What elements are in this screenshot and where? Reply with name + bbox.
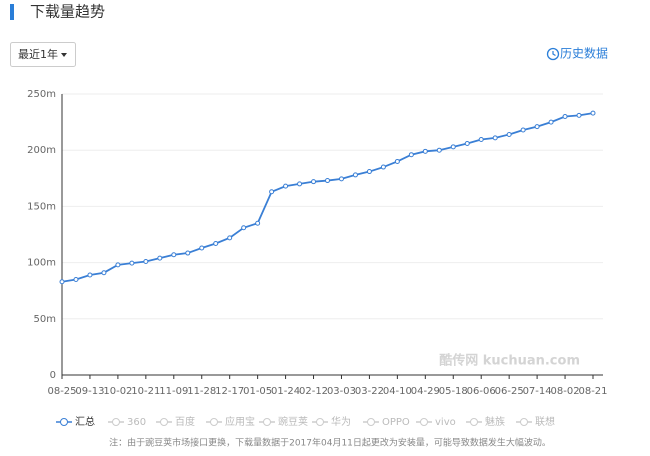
point bbox=[520, 127, 526, 133]
point bbox=[129, 260, 135, 266]
x-tick-label: 11-28 bbox=[187, 386, 216, 397]
x-tick-label: 07-14 bbox=[523, 386, 552, 397]
point bbox=[548, 119, 554, 125]
x-tick-label: 01-05 bbox=[243, 386, 272, 397]
point bbox=[59, 279, 65, 285]
point bbox=[352, 172, 358, 178]
x-tick-label: 08-21 bbox=[578, 386, 607, 397]
point bbox=[87, 272, 93, 278]
point bbox=[115, 262, 121, 268]
history-icon[interactable] bbox=[546, 47, 560, 61]
x-tick-label: 01-24 bbox=[271, 386, 300, 397]
point bbox=[297, 181, 303, 187]
point bbox=[464, 140, 470, 146]
x-tick-label: 08-25 bbox=[47, 386, 76, 397]
point bbox=[185, 250, 191, 256]
history-icon-hand bbox=[552, 51, 556, 57]
x-tick-label: 08-02 bbox=[551, 386, 580, 397]
x-tick-label: 06-06 bbox=[467, 386, 496, 397]
point bbox=[366, 169, 372, 175]
point bbox=[576, 112, 582, 118]
history-link[interactable]: 历史数据 bbox=[560, 46, 608, 61]
x-tick-label: 03-03 bbox=[327, 386, 356, 397]
point bbox=[255, 220, 261, 226]
y-tick-label: 200m bbox=[27, 145, 56, 156]
point bbox=[213, 240, 219, 246]
legend-label[interactable]: OPPO bbox=[382, 417, 410, 428]
watermark: 酷传网 kuchuan.com bbox=[439, 353, 580, 369]
point bbox=[506, 131, 512, 137]
point bbox=[562, 113, 568, 119]
point bbox=[436, 147, 442, 153]
point bbox=[590, 110, 596, 116]
x-tick-label: 09-13 bbox=[75, 386, 104, 397]
point bbox=[311, 179, 317, 185]
title-accent bbox=[10, 4, 14, 20]
legend-marker[interactable] bbox=[112, 418, 120, 426]
y-tick-label: 0 bbox=[50, 370, 56, 381]
point bbox=[534, 124, 540, 130]
point bbox=[227, 235, 233, 241]
x-tick-label: 03-22 bbox=[355, 386, 384, 397]
point bbox=[157, 255, 163, 261]
x-tick-label: 02-12 bbox=[299, 386, 328, 397]
point bbox=[73, 276, 79, 282]
legend-label[interactable]: 应用宝 bbox=[225, 415, 255, 428]
y-tick-label: 150m bbox=[27, 201, 56, 212]
legend-label[interactable]: 联想 bbox=[535, 415, 555, 428]
point bbox=[325, 178, 330, 184]
legend-marker[interactable] bbox=[60, 418, 68, 426]
legend-marker[interactable] bbox=[367, 418, 375, 426]
x-tick-label: 11-09 bbox=[159, 386, 188, 397]
series-line bbox=[61, 112, 594, 283]
point bbox=[101, 270, 107, 276]
legend-marker[interactable] bbox=[263, 418, 271, 426]
point bbox=[338, 176, 344, 182]
point bbox=[143, 258, 149, 264]
legend-label[interactable]: 360 bbox=[127, 417, 146, 428]
point bbox=[408, 152, 414, 158]
legend-marker[interactable] bbox=[520, 418, 528, 426]
legend-label[interactable]: 百度 bbox=[175, 415, 195, 428]
legend-label[interactable]: 汇总 bbox=[75, 415, 95, 428]
point bbox=[269, 189, 275, 195]
note: 注：由于豌豆荚市场接口更换，下载量数据于2017年04月11日起更改为安装量，可… bbox=[109, 437, 551, 449]
x-tick-label: 05-18 bbox=[439, 386, 468, 397]
x-tick-label: 10-02 bbox=[103, 386, 132, 397]
point bbox=[241, 225, 247, 231]
point bbox=[478, 137, 484, 143]
x-tick-label: 06-25 bbox=[495, 386, 524, 397]
range-select[interactable] bbox=[10, 42, 76, 67]
page-title: 下载量趋势 bbox=[30, 3, 105, 21]
legend-marker[interactable] bbox=[470, 418, 478, 426]
point bbox=[450, 144, 456, 150]
legend-marker[interactable] bbox=[160, 418, 168, 426]
legend-label[interactable]: vivo bbox=[435, 417, 456, 428]
x-tick-label: 04-10 bbox=[383, 386, 412, 397]
legend-marker[interactable] bbox=[420, 418, 428, 426]
x-tick-label: 04-29 bbox=[411, 386, 440, 397]
point bbox=[380, 164, 386, 170]
y-tick-label: 250m bbox=[27, 89, 56, 100]
legend-marker[interactable] bbox=[316, 418, 324, 426]
point bbox=[422, 148, 428, 154]
x-tick-label: 12-17 bbox=[215, 386, 244, 397]
legend-label[interactable]: 魅族 bbox=[485, 415, 505, 428]
y-tick-label: 50m bbox=[34, 314, 56, 325]
point bbox=[394, 158, 400, 164]
point bbox=[283, 183, 289, 189]
caret bbox=[61, 53, 67, 57]
legend-label[interactable]: 豌豆荚 bbox=[278, 415, 308, 428]
legend-marker[interactable] bbox=[210, 418, 218, 426]
point bbox=[492, 135, 498, 141]
legend-label[interactable]: 华为 bbox=[331, 415, 351, 428]
point bbox=[199, 245, 205, 251]
x-tick-label: 10-21 bbox=[131, 386, 160, 397]
point bbox=[171, 252, 177, 258]
y-tick-label: 100m bbox=[27, 258, 56, 269]
range-select-label[interactable]: 最近1年 bbox=[18, 47, 58, 61]
